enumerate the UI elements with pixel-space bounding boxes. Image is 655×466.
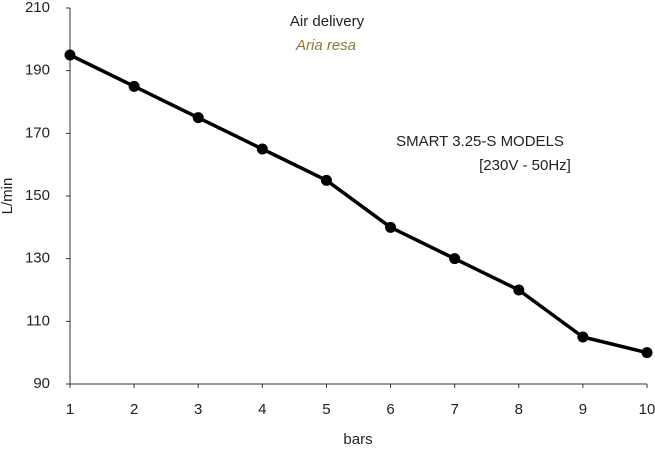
x-tick-label: 7	[450, 401, 458, 418]
y-tick-label: 110	[26, 312, 50, 329]
data-point	[320, 174, 332, 186]
x-tick-label: 8	[515, 401, 523, 418]
y-axis-label: L/min	[0, 178, 16, 215]
y-tick-label: 130	[25, 250, 50, 267]
y-tick-label: 190	[25, 62, 50, 79]
chart-subtitle: Aria resa	[295, 37, 356, 54]
annotation: [230V - 50Hz]	[479, 157, 571, 174]
x-tick-label: 6	[386, 401, 394, 418]
data-point	[641, 347, 653, 359]
data-point	[449, 253, 461, 265]
data-point	[513, 284, 525, 296]
data-point	[385, 221, 397, 233]
x-tick-label: 4	[258, 401, 266, 418]
y-tick-label: 210	[25, 0, 50, 16]
x-tick-label: 5	[322, 401, 330, 418]
data-line	[69, 53, 648, 355]
x-tick-label: 1	[66, 401, 74, 418]
data-point	[256, 143, 268, 155]
x-tick-label: 3	[194, 401, 202, 418]
x-tick-label: 2	[130, 401, 138, 418]
data-point	[64, 49, 76, 61]
annotation: SMART 3.25-S MODELS	[396, 133, 564, 150]
data-point	[128, 80, 140, 92]
y-tick-label: 170	[25, 124, 50, 141]
y-tick-label: 150	[25, 187, 50, 204]
x-tick-label: 9	[579, 401, 587, 418]
data-point	[577, 331, 589, 343]
x-axis-label: bars	[343, 431, 372, 448]
y-tick-label: 90	[33, 375, 50, 392]
x-tick-label: 10	[639, 401, 655, 418]
data-point	[192, 112, 204, 124]
chart-title: Air delivery	[290, 13, 365, 30]
